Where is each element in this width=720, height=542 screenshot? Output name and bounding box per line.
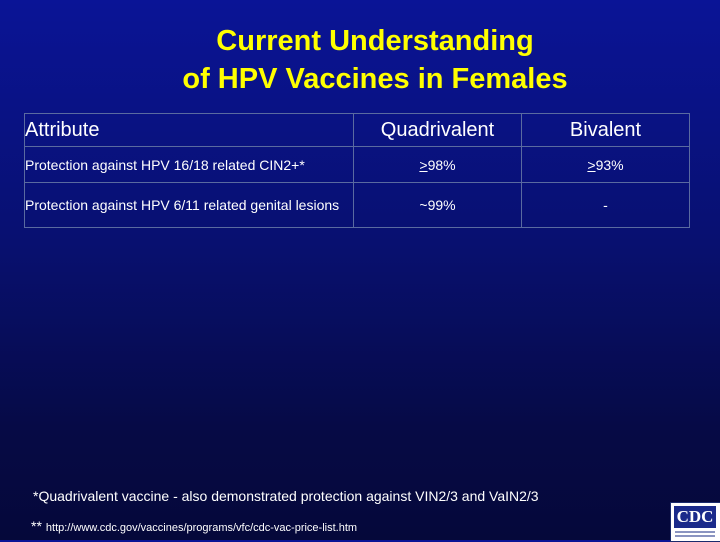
title-line-2: of HPV Vaccines in Females	[182, 63, 568, 95]
source-link-line: ** http://www.cdc.gov/vaccines/programs/v…	[31, 518, 357, 534]
logo-divider	[675, 535, 715, 537]
hpv-vaccine-table: Attribute Quadrivalent Bivalent Protecti…	[24, 113, 690, 228]
cdc-logo-text: CDC	[674, 506, 716, 528]
row1-quadrivalent-value: 98%	[427, 156, 456, 173]
row1-bivalent-value: 93%	[595, 156, 624, 173]
link-marker: **	[31, 518, 42, 534]
table-header-row: Attribute Quadrivalent Bivalent	[24, 113, 690, 147]
row2-attribute: Protection against HPV 6/11 related geni…	[24, 182, 354, 228]
header-bivalent: Bivalent	[521, 113, 690, 147]
row1-attribute: Protection against HPV 16/18 related CIN…	[24, 146, 354, 183]
logo-divider	[675, 531, 715, 533]
table-row: Protection against HPV 16/18 related CIN…	[24, 146, 690, 183]
footnote: *Quadrivalent vaccine - also demonstrate…	[33, 488, 539, 504]
row1-bivalent-symbol: >	[587, 156, 596, 173]
row1-quadrivalent: >98%	[353, 146, 522, 183]
row1-quadrivalent-symbol: >	[419, 156, 428, 173]
source-url[interactable]: http://www.cdc.gov/vaccines/programs/vfc…	[45, 522, 358, 534]
row2-quadrivalent: ~99%	[353, 182, 522, 228]
header-attribute: Attribute	[24, 113, 354, 147]
title-line-1: Current Understanding	[216, 25, 534, 57]
header-quadrivalent: Quadrivalent	[353, 113, 522, 147]
slide-title: Current Understanding of HPV Vaccines in…	[0, 22, 720, 98]
row2-bivalent: -	[521, 182, 690, 228]
row1-bivalent: >93%	[521, 146, 690, 183]
table-row: Protection against HPV 6/11 related geni…	[24, 182, 690, 228]
cdc-logo-icon: CDC	[670, 502, 720, 542]
